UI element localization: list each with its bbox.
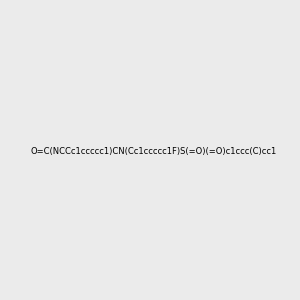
- Text: O=C(NCCc1ccccc1)CN(Cc1ccccc1F)S(=O)(=O)c1ccc(C)cc1: O=C(NCCc1ccccc1)CN(Cc1ccccc1F)S(=O)(=O)c…: [31, 147, 277, 156]
